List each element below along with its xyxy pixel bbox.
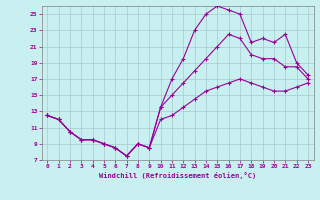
X-axis label: Windchill (Refroidissement éolien,°C): Windchill (Refroidissement éolien,°C) xyxy=(99,172,256,179)
